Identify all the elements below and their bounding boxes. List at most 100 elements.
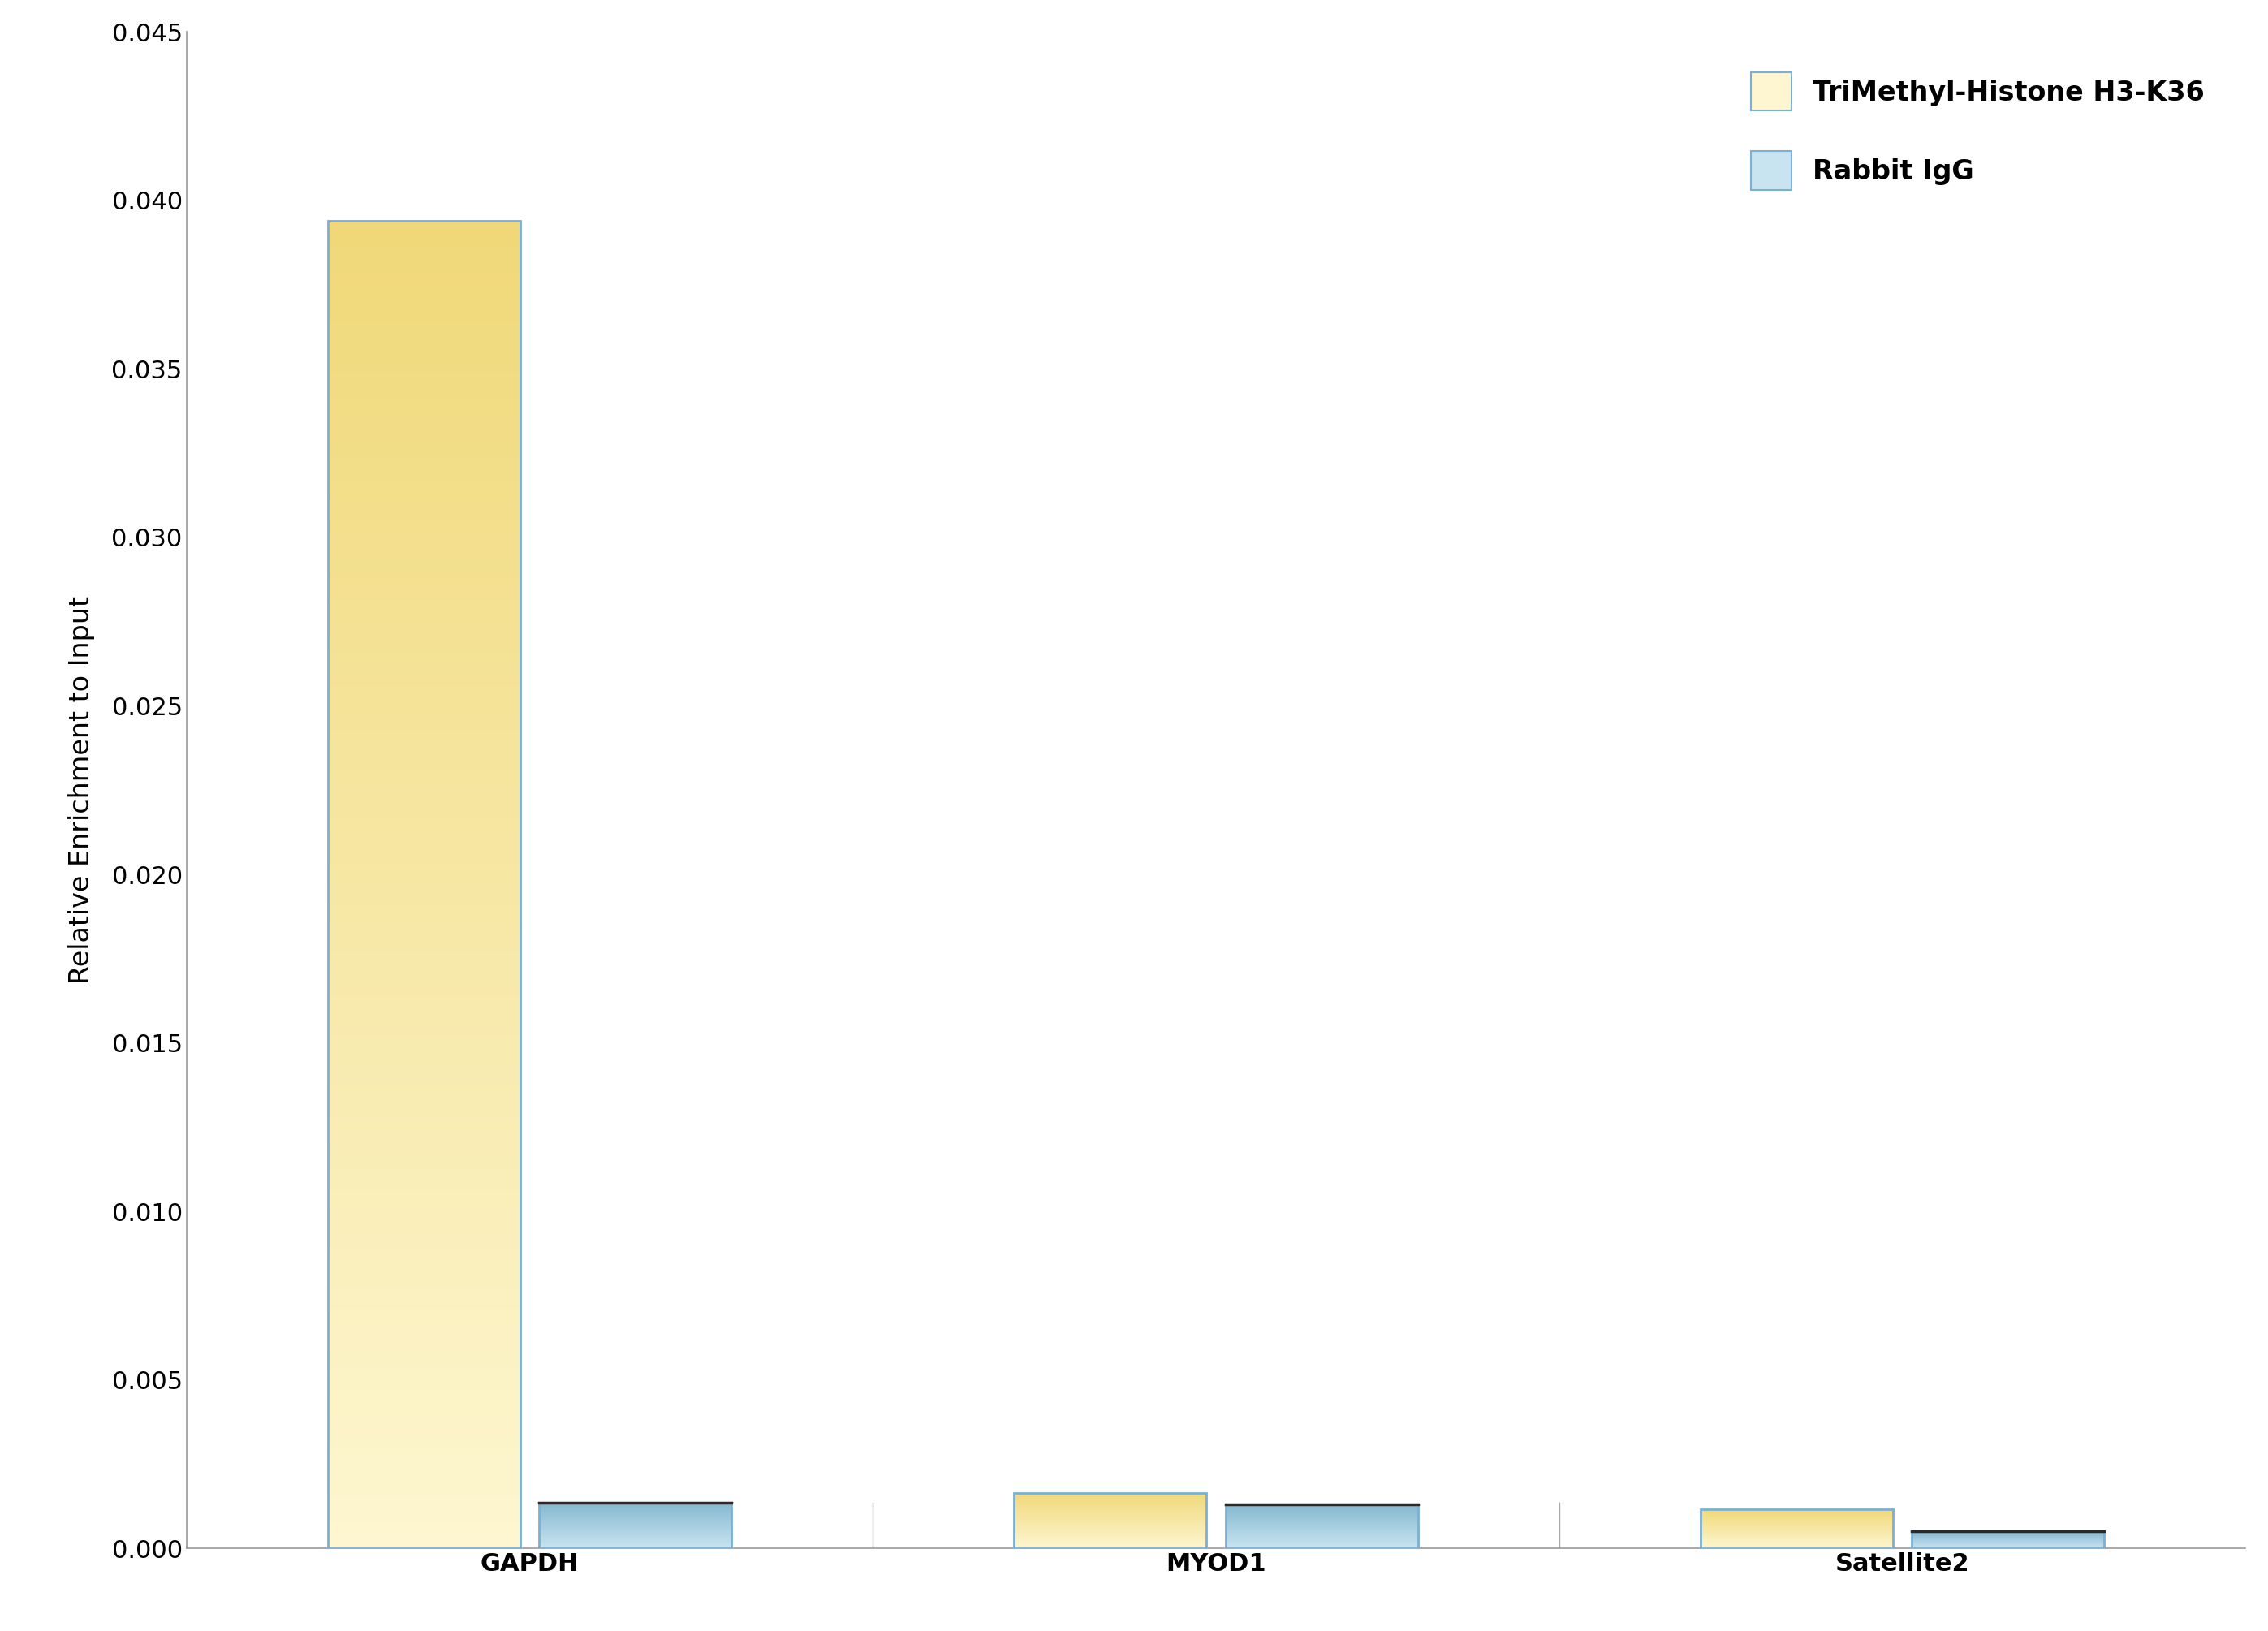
Bar [329, 1528, 519, 1535]
Bar [329, 1137, 519, 1143]
Bar [329, 473, 519, 480]
Bar [329, 1362, 519, 1368]
Bar [329, 1310, 519, 1316]
Bar [329, 931, 519, 938]
Bar [329, 877, 519, 884]
Bar [329, 1323, 519, 1329]
Bar [329, 692, 519, 698]
Bar [329, 858, 519, 864]
Bar [329, 1182, 519, 1191]
Bar [329, 1150, 519, 1156]
Bar [329, 360, 519, 367]
Bar [329, 605, 519, 612]
Bar [329, 845, 519, 851]
Bar [329, 506, 519, 512]
Bar [329, 897, 519, 904]
Bar [329, 912, 519, 918]
Bar [329, 1163, 519, 1169]
Bar [329, 765, 519, 771]
Bar [329, 1083, 519, 1090]
Bar [329, 1018, 519, 1024]
Bar [329, 1117, 519, 1124]
Bar [329, 1282, 519, 1290]
Bar [329, 698, 519, 705]
Bar [329, 333, 519, 341]
Bar [329, 811, 519, 819]
Bar [329, 1210, 519, 1217]
Bar [1912, 1532, 2105, 1548]
Bar [329, 493, 519, 499]
Bar [329, 1316, 519, 1323]
Bar [329, 1435, 519, 1442]
Bar [329, 1483, 519, 1489]
Bar [329, 1104, 519, 1111]
Bar [329, 745, 519, 752]
Bar [329, 466, 519, 473]
Bar [329, 1515, 519, 1522]
Legend: TriMethyl-Histone H3-K36, Rabbit IgG: TriMethyl-Histone H3-K36, Rabbit IgG [1724, 46, 2232, 217]
Bar [329, 798, 519, 804]
Bar [329, 1522, 519, 1528]
Bar [329, 1455, 519, 1461]
Bar [329, 1249, 519, 1256]
Bar [329, 1448, 519, 1455]
Bar [329, 486, 519, 493]
Bar [329, 400, 519, 406]
Bar [329, 1375, 519, 1383]
Bar [329, 380, 519, 387]
Bar [329, 1031, 519, 1037]
Bar [329, 785, 519, 791]
Bar [329, 480, 519, 486]
Bar [329, 964, 519, 970]
Bar [329, 864, 519, 871]
Bar [329, 659, 519, 665]
Bar [329, 1057, 519, 1063]
Bar [329, 1468, 519, 1476]
Bar [329, 1111, 519, 1117]
Bar [329, 705, 519, 711]
Bar [329, 1509, 519, 1515]
Bar [329, 977, 519, 983]
Bar [329, 367, 519, 373]
Bar [329, 460, 519, 466]
Bar [329, 1336, 519, 1342]
Bar [329, 791, 519, 798]
Bar [329, 1329, 519, 1336]
Y-axis label: Relative Enrichment to Input: Relative Enrichment to Input [68, 595, 95, 983]
Bar [329, 639, 519, 646]
Bar [329, 572, 519, 579]
Bar [329, 287, 519, 294]
Bar [329, 1409, 519, 1416]
Bar [329, 1189, 519, 1197]
Bar [329, 347, 519, 354]
Bar [329, 413, 519, 419]
Bar [329, 1156, 519, 1163]
Bar [329, 652, 519, 659]
Bar [1701, 1510, 1894, 1548]
Bar [329, 326, 519, 333]
Bar [329, 1535, 519, 1541]
Bar [329, 1355, 519, 1362]
Bar [329, 1044, 519, 1050]
Bar [329, 678, 519, 685]
Bar [329, 307, 519, 313]
Bar [329, 261, 519, 267]
Bar [329, 1275, 519, 1284]
Bar [329, 1096, 519, 1104]
Bar [329, 685, 519, 692]
Bar [329, 406, 519, 413]
Bar [329, 1422, 519, 1429]
Bar [329, 633, 519, 639]
Bar [329, 618, 519, 626]
Bar [329, 1290, 519, 1297]
Bar [329, 512, 519, 519]
Bar [329, 825, 519, 832]
Bar [329, 951, 519, 957]
Bar [329, 313, 519, 320]
Bar [329, 246, 519, 254]
Bar [329, 1063, 519, 1070]
Bar [329, 220, 519, 227]
Bar [329, 320, 519, 326]
Bar [329, 267, 519, 274]
Bar [329, 819, 519, 825]
